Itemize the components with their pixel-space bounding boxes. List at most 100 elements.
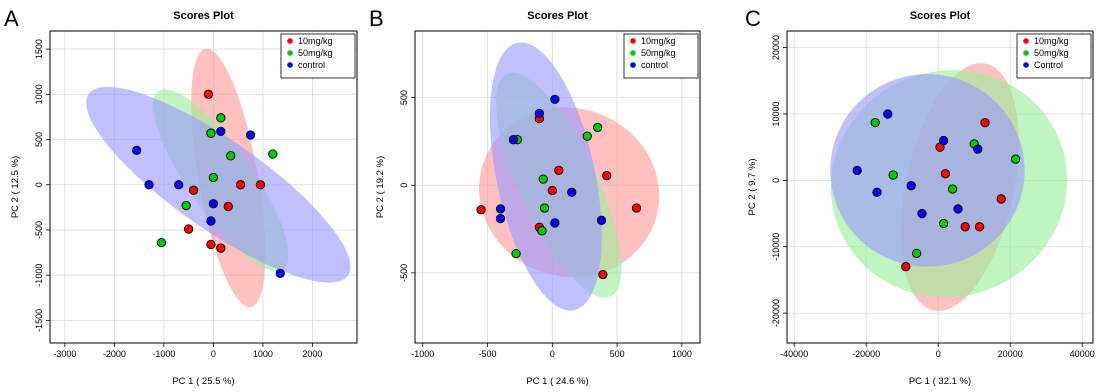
y-tick-label: -10000 — [771, 233, 781, 261]
chart-title: Scores Plot — [527, 10, 588, 22]
y-axis: -500 0 500 PC 2 ( 19.2 %) — [375, 90, 415, 282]
data-point — [596, 215, 607, 225]
data-point — [216, 243, 226, 253]
y-tick-label: 10000 — [771, 101, 781, 126]
data-point — [538, 174, 548, 184]
panel-b: B Scores Plot -1000 -500 0 500 1000 PC 1 ( 24.6… — [369, 6, 701, 387]
data-point — [547, 185, 557, 196]
panel-letter: C — [745, 6, 761, 31]
data-point — [208, 199, 219, 209]
y-tick-label: -500 — [399, 264, 409, 282]
data-point — [156, 237, 167, 248]
y-tick-label: -1500 — [34, 309, 44, 332]
data-point — [947, 184, 958, 194]
data-point — [550, 218, 560, 228]
data-point — [188, 185, 199, 195]
x-tick-label: 0 — [550, 349, 555, 359]
data-point — [245, 130, 256, 140]
x-tick-label: -2000 — [103, 349, 126, 359]
y-tick-label: 20000 — [771, 35, 781, 60]
legend-marker — [1023, 38, 1029, 44]
legend-marker — [287, 50, 293, 56]
data-point — [870, 117, 880, 128]
x-tick-label: 40000 — [1070, 349, 1095, 359]
y-tick-label: -1000 — [34, 264, 44, 287]
data-point — [872, 187, 882, 197]
legend-marker — [1023, 50, 1029, 56]
legend-label: 50mg/kg — [641, 48, 676, 58]
data-point — [223, 201, 233, 212]
data-point — [917, 208, 927, 219]
x-tick-label: -20000 — [852, 349, 880, 359]
data-point — [567, 187, 577, 197]
legend-marker — [1023, 62, 1029, 68]
data-point — [203, 89, 214, 99]
panel-a: A Scores Plot -3000 -2000 -1000 0 1000 2000 PC 1… — [4, 6, 358, 387]
y-axis-label: PC 2 ( 12.5 %) — [10, 156, 21, 218]
y-tick-label: 500 — [34, 132, 44, 147]
data-point — [226, 151, 236, 161]
data-point — [883, 109, 893, 119]
data-point — [550, 94, 560, 105]
data-point — [144, 180, 154, 190]
data-point — [208, 172, 219, 183]
legend-label: control — [641, 60, 668, 70]
data-point — [593, 122, 603, 133]
data-point — [906, 181, 916, 191]
data-point — [183, 224, 194, 234]
data-point — [206, 128, 216, 138]
x-tick-label: -500 — [479, 349, 497, 359]
y-tick-label: -500 — [34, 221, 44, 239]
x-tick-label: -1000 — [152, 349, 175, 359]
legend-box — [280, 33, 356, 79]
panel-letter: B — [369, 6, 384, 31]
data-point — [132, 145, 142, 156]
data-point — [1010, 154, 1021, 164]
legend: 10mg/kg 50mg/kg control — [280, 33, 356, 79]
data-point — [206, 239, 216, 250]
data-point — [539, 203, 550, 213]
y-tick-label: 1500 — [34, 39, 44, 59]
legend-marker — [630, 62, 636, 68]
data-point — [511, 248, 521, 259]
data-point — [537, 226, 547, 236]
panel-letter: A — [4, 6, 19, 31]
series-50mg-kg — [870, 117, 1021, 259]
series-10mg-kg — [183, 89, 266, 253]
series-50mg-kg — [156, 113, 278, 248]
data-point — [235, 180, 246, 190]
legend-marker — [630, 50, 636, 56]
y-tick-label: 0 — [771, 178, 781, 183]
legend-box — [1016, 33, 1092, 79]
data-point — [938, 135, 949, 146]
chart-title: Scores Plot — [173, 10, 234, 22]
confidence-ellipses — [830, 63, 1068, 311]
x-tick-label: 0 — [211, 349, 216, 359]
x-axis-label: PC 1 ( 32.1 %) — [909, 376, 971, 387]
data-point — [495, 204, 506, 214]
legend: 10mg/kg 50mg/kg control — [623, 33, 699, 79]
x-axis: -40000 -20000 0 20000 40000 PC 1 ( 32.1 %) — [780, 343, 1095, 387]
data-point — [974, 222, 985, 232]
plot-frame — [49, 30, 358, 344]
series-control — [132, 126, 285, 279]
data-point — [940, 169, 951, 179]
series-10mg-kg — [476, 113, 642, 280]
x-tick-label: -3000 — [53, 349, 76, 359]
data-point — [554, 165, 564, 175]
x-axis: -3000 -2000 -1000 0 1000 2000 PC 1 ( 25.5 %) — [53, 343, 322, 387]
y-tick-label: -20000 — [771, 299, 781, 327]
x-tick-label: -40000 — [780, 349, 808, 359]
y-tick-label: 0 — [399, 183, 409, 188]
legend-marker — [287, 62, 293, 68]
plot-frame — [414, 30, 701, 344]
data-point — [996, 194, 1006, 204]
data-point — [953, 204, 963, 214]
data-point — [216, 113, 226, 123]
legend-label: 10mg/kg — [1034, 36, 1069, 46]
legend: 10mg/kg 50mg/kg Control — [1016, 33, 1092, 79]
data-point — [216, 126, 226, 137]
y-axis: -1500 -1000 -500 0 500 1000 1500 PC 2 ( 12.5 %) — [10, 39, 50, 332]
data-point — [938, 218, 949, 229]
